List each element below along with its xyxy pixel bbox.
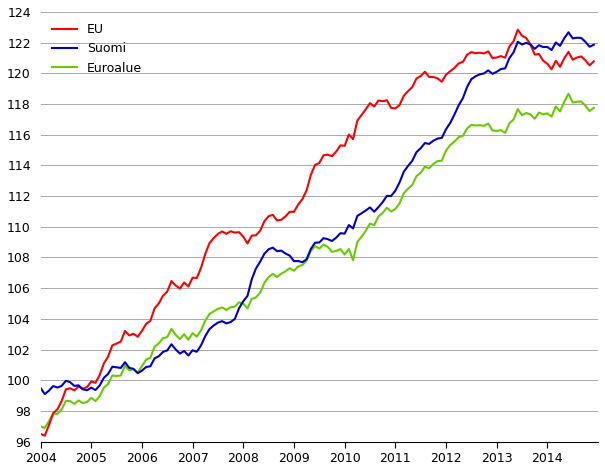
Euroalue bbox=[88, 395, 95, 401]
Euroalue bbox=[210, 309, 217, 314]
EU bbox=[227, 228, 234, 234]
Euroalue bbox=[590, 105, 598, 110]
Euroalue bbox=[41, 425, 48, 431]
EU bbox=[489, 55, 496, 61]
Suomi bbox=[88, 385, 95, 391]
Euroalue bbox=[565, 91, 572, 97]
EU bbox=[485, 49, 492, 54]
Euroalue bbox=[227, 304, 234, 310]
Suomi bbox=[37, 385, 44, 391]
Suomi bbox=[485, 67, 492, 73]
EU bbox=[37, 431, 44, 437]
EU bbox=[41, 433, 48, 438]
Suomi bbox=[210, 323, 217, 329]
Line: EU: EU bbox=[41, 30, 594, 436]
EU bbox=[590, 59, 598, 64]
Suomi bbox=[109, 364, 116, 370]
EU bbox=[514, 27, 522, 33]
EU bbox=[109, 343, 116, 348]
Suomi bbox=[41, 391, 48, 397]
Euroalue bbox=[37, 423, 44, 429]
Suomi bbox=[590, 42, 598, 48]
Euroalue bbox=[109, 373, 116, 379]
EU bbox=[210, 235, 217, 241]
Legend: EU, Suomi, Euroalue: EU, Suomi, Euroalue bbox=[47, 18, 147, 80]
Euroalue bbox=[485, 121, 492, 126]
Suomi bbox=[489, 71, 496, 76]
EU bbox=[88, 379, 95, 384]
Euroalue bbox=[489, 127, 496, 133]
Suomi bbox=[227, 319, 234, 325]
Suomi bbox=[565, 29, 572, 35]
Line: Suomi: Suomi bbox=[41, 32, 594, 394]
Line: Euroalue: Euroalue bbox=[41, 94, 594, 428]
